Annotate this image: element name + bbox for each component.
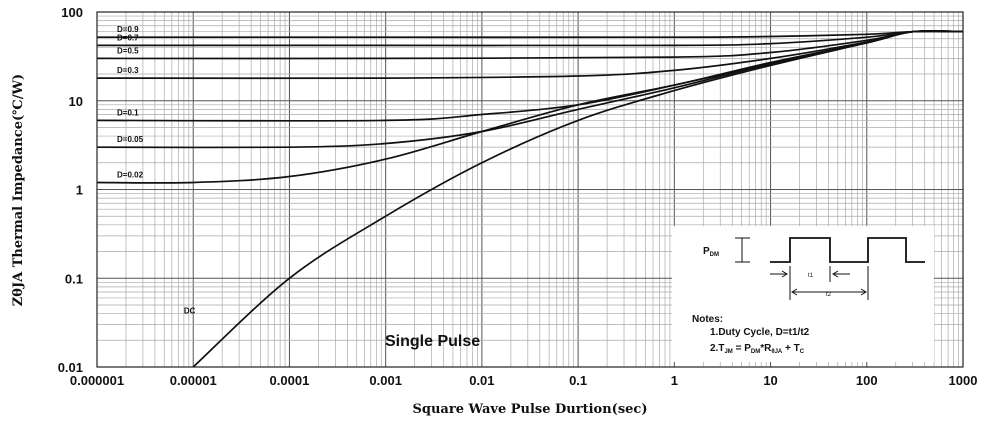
notes-inset-background bbox=[672, 226, 934, 362]
x-tick-label: 0.1 bbox=[569, 373, 587, 388]
series-label-d-0-02: D=0.02 bbox=[117, 170, 144, 179]
y-axis-label: ZθJA Thermal Impedance(℃/W) bbox=[11, 74, 26, 306]
x-tick-label: 1000 bbox=[949, 373, 978, 388]
x-tick-label: 0.0001 bbox=[270, 373, 310, 388]
tick-labels: 0.000001 0.00001 0.0001 0.001 0.01 0.1 1 10 100 1… bbox=[58, 5, 978, 388]
series-line-d-0-02 bbox=[96, 30, 964, 184]
note-duty-cycle: 1.Duty Cycle, D=t1/t2 bbox=[710, 327, 810, 338]
notes-title: Notes: bbox=[692, 314, 723, 325]
t2-label: t2 bbox=[826, 292, 832, 298]
t1-arrow-left bbox=[770, 270, 788, 278]
grid bbox=[96, 12, 963, 368]
series-curves: D=0.9D=0.7 D=0.5 D=0.3 D=0.1 D=0.05 D=0.02 DC bbox=[96, 25, 964, 368]
y-tick-label: 1 bbox=[76, 183, 83, 198]
series-label-d-0-5: D=0.5 bbox=[117, 46, 139, 55]
y-tick-label: 100 bbox=[61, 5, 83, 20]
t1-arrow-right bbox=[832, 270, 850, 278]
series-label-d-0-9: D=0.9 bbox=[117, 25, 139, 34]
x-tick-label: 100 bbox=[856, 373, 878, 388]
single-pulse-annotation: Single Pulse bbox=[385, 333, 480, 350]
x-tick-label: 0.00001 bbox=[170, 373, 217, 388]
x-tick-label: 0.000001 bbox=[70, 373, 124, 388]
note-tjm-formula: 2.TJM = PDM*RθJA + TC bbox=[710, 343, 805, 355]
series-line-dc bbox=[192, 30, 964, 368]
series-label-d-0-3: D=0.3 bbox=[117, 66, 139, 75]
series-label-d-0-1: D=0.1 bbox=[117, 108, 139, 117]
series-label-dc: DC bbox=[184, 307, 196, 316]
pulse-waveform bbox=[770, 237, 925, 263]
series-label-d-0-05: D=0.05 bbox=[117, 135, 144, 144]
y-tick-label: 0.01 bbox=[58, 360, 83, 375]
y-tick-label: 10 bbox=[69, 94, 83, 109]
x-tick-label: 1 bbox=[671, 373, 678, 388]
series-label-d-0-7: D=0.7 bbox=[117, 33, 139, 42]
plot-frame bbox=[96, 11, 964, 368]
x-axis-label: Square Wave Pulse Durtion(sec) bbox=[413, 402, 648, 417]
x-tick-label: 0.001 bbox=[369, 373, 402, 388]
x-tick-label: 10 bbox=[763, 373, 777, 388]
notes-inset: PDM t1 t2 Notes: 1.Duty Cycle, D=t1/t2 2… bbox=[672, 226, 934, 362]
x-tick-label: 0.01 bbox=[469, 373, 494, 388]
y-tick-label: 0.1 bbox=[65, 271, 83, 286]
pdm-label: PDM bbox=[703, 246, 719, 258]
t1-label: t1 bbox=[808, 273, 814, 279]
series-line-d-0-9 bbox=[97, 30, 964, 39]
t2-arrow bbox=[791, 288, 867, 296]
